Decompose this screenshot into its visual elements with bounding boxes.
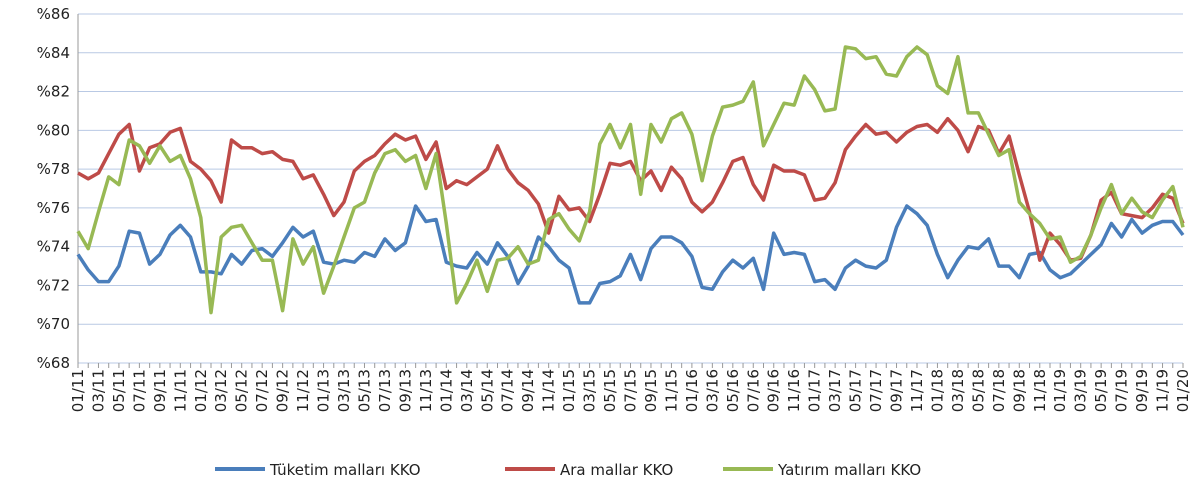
x-tick-label: 09/15	[642, 369, 660, 412]
x-tick-label: 05/13	[355, 369, 373, 412]
x-tick-label: 05/15	[601, 369, 619, 412]
x-tick-label: 03/16	[703, 369, 721, 412]
x-tick-label: 05/17	[847, 369, 865, 412]
x-tick-label: 05/11	[110, 369, 128, 412]
y-tick-label: %82	[37, 83, 70, 101]
x-tick-label: 09/18	[1010, 369, 1028, 412]
x-tick-label: 07/11	[130, 369, 148, 412]
x-tick-label: 09/11	[151, 369, 169, 412]
x-tick-label: 01/12	[192, 369, 210, 412]
x-tick-label: 09/16	[765, 369, 783, 412]
x-tick-label: 03/17	[826, 369, 844, 412]
y-tick-label: %74	[37, 238, 70, 256]
x-tick-label: 09/12	[274, 369, 292, 412]
x-tick-label: 01/11	[69, 369, 87, 412]
x-tick-label: 11/15	[662, 369, 680, 412]
x-tick-label: 03/12	[212, 369, 230, 412]
x-tick-label: 01/14	[437, 369, 455, 412]
x-tick-label: 11/16	[785, 369, 803, 412]
x-tick-label: 05/12	[233, 369, 251, 412]
x-tick-label: 03/15	[581, 369, 599, 412]
x-tick-label: 03/18	[949, 369, 967, 412]
legend-label: Ara mallar KKO	[560, 461, 673, 479]
x-tick-label: 01/20	[1174, 369, 1192, 412]
x-tick-label: 07/14	[499, 369, 517, 412]
x-tick-label: 07/15	[622, 369, 640, 412]
series-line	[76, 45, 1185, 315]
x-tick-label: 05/16	[724, 369, 742, 412]
x-tick-label: 11/18	[1031, 369, 1049, 412]
x-tick-label: 03/11	[89, 369, 107, 412]
x-tick-label: 01/13	[315, 369, 333, 412]
x-tick-label: 01/15	[560, 369, 578, 412]
x-tick-label: 05/18	[969, 369, 987, 412]
y-tick-label: %78	[37, 160, 70, 178]
x-tick-label: 09/14	[519, 369, 537, 412]
x-tick-label: 11/14	[540, 369, 558, 412]
x-tick-label: 05/14	[478, 369, 496, 412]
series-line	[76, 204, 1185, 305]
x-tick-label: 09/19	[1133, 369, 1151, 412]
y-tick-label: %76	[37, 199, 70, 217]
y-tick-label: %84	[37, 44, 70, 62]
y-tick-label: %72	[37, 276, 70, 294]
x-tick-label: 11/19	[1154, 369, 1172, 412]
x-tick-label: 09/17	[888, 369, 906, 412]
x-tick-label: 07/17	[867, 369, 885, 412]
legend-label: Yatırım malları KKO	[777, 461, 921, 479]
x-tick-label: 11/12	[294, 369, 312, 412]
x-tick-label: 01/16	[683, 369, 701, 412]
x-tick-label: 09/13	[396, 369, 414, 412]
x-tick-label: 07/19	[1113, 369, 1131, 412]
x-tick-label: 11/17	[908, 369, 926, 412]
x-tick-label: 05/19	[1092, 369, 1110, 412]
x-tick-label: 03/13	[335, 369, 353, 412]
x-tick-label: 01/19	[1051, 369, 1069, 412]
y-tick-label: %80	[37, 121, 70, 139]
x-tick-label: 03/14	[458, 369, 476, 412]
x-tick-label: 07/16	[744, 369, 762, 412]
y-tick-label: %86	[37, 5, 70, 23]
x-tick-label: 07/12	[253, 369, 271, 412]
y-tick-label: %68	[37, 354, 70, 372]
x-tick-label: 07/13	[376, 369, 394, 412]
y-tick-label: %70	[37, 315, 70, 333]
x-tick-label: 07/18	[990, 369, 1008, 412]
x-tick-label: 11/13	[417, 369, 435, 412]
x-tick-label: 11/11	[171, 369, 189, 412]
x-tick-label: 03/19	[1072, 369, 1090, 412]
legend-label: Tüketim malları KKO	[269, 461, 421, 479]
x-tick-label: 01/18	[928, 369, 946, 412]
x-tick-label: 01/17	[806, 369, 824, 412]
